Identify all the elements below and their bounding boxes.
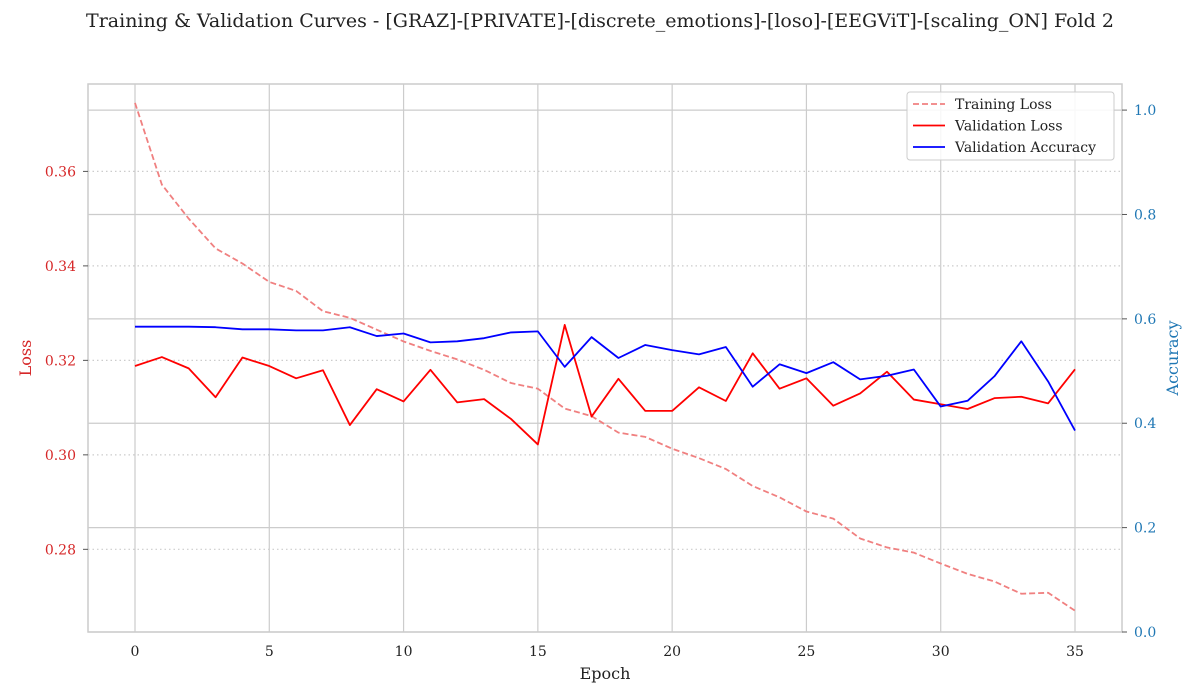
chart-title: Training & Validation Curves - [GRAZ]-[P…	[86, 10, 1114, 32]
x-tick-label: 20	[663, 644, 681, 660]
legend-label: Training Loss	[955, 97, 1052, 113]
series-line-validation-loss	[134, 324, 1076, 446]
series-layer	[134, 102, 1076, 612]
x-tick-label: 35	[1066, 644, 1084, 660]
y-left-tick-label: 0.30	[45, 448, 76, 464]
y-right-tick-label: 0.2	[1134, 521, 1156, 537]
legend-label: Validation Accuracy	[954, 140, 1096, 156]
x-axis-label: Epoch	[580, 664, 631, 683]
x-tick-label: 0	[131, 644, 140, 660]
y-right-tick-label: 0.4	[1134, 416, 1156, 432]
legend: Training Loss Validation Loss Validation A…	[906, 91, 1115, 161]
y-left-tick-label: 0.36	[45, 164, 76, 180]
y-right-tick-label: 0.8	[1134, 207, 1156, 223]
y-right-tick-label: 0.0	[1134, 625, 1156, 641]
y-right-tick-label: 1.0	[1134, 103, 1156, 119]
y-left-tick-label: 0.32	[45, 353, 76, 369]
y-left-tick-label: 0.28	[45, 542, 76, 558]
y-axis-right-label: Accuracy	[1163, 321, 1182, 397]
y-axis-left-label: Loss	[16, 340, 35, 377]
y-left-tick-label: 0.34	[45, 259, 76, 275]
x-tick-label: 25	[798, 644, 816, 660]
ticks-layer: 0 5 10 15 20 25 30 35 0.0 0.2 0.4 0.6 0.8 1.0 0.28 0.30…	[45, 103, 1157, 660]
x-tick-label: 5	[265, 644, 274, 660]
legend-label: Validation Loss	[954, 119, 1063, 135]
legend-box	[906, 91, 1115, 161]
plot-frame	[87, 83, 1123, 633]
x-tick-label: 30	[932, 644, 950, 660]
series-line-training-loss	[134, 102, 1076, 612]
x-tick-label: 15	[529, 644, 547, 660]
x-tick-label: 10	[395, 644, 413, 660]
y-right-tick-label: 0.6	[1134, 312, 1156, 328]
series-line-validation-accuracy	[135, 325, 1076, 431]
